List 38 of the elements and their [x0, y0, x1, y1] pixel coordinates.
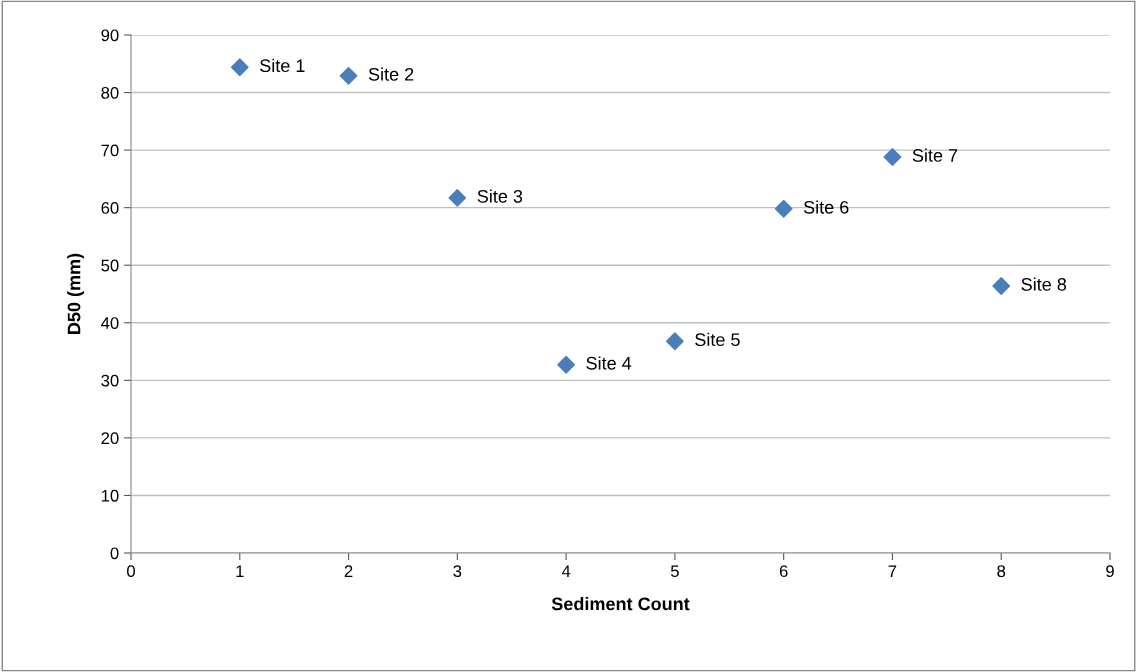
x-tick-label: 0 [127, 565, 135, 578]
x-tick-label: 1 [236, 565, 244, 577]
x-tick-label: 6 [779, 565, 788, 578]
point [230, 58, 249, 77]
point [883, 148, 902, 166]
annotation: Site 5 [695, 332, 740, 347]
x-tick-label: 2 [344, 565, 353, 577]
x-tick-label: 7 [888, 565, 897, 577]
y-tick-label: 90 [101, 29, 119, 42]
point [774, 199, 793, 218]
y-tick-label: 60 [101, 202, 119, 214]
annotation: Site 6 [803, 200, 849, 214]
point [339, 66, 358, 85]
x-tick-label: 8 [997, 565, 1006, 578]
x-tick-label: 3 [453, 565, 462, 578]
y-tick-label: 0 [110, 547, 119, 560]
y-tick-label: 50 [101, 259, 119, 272]
annotation: Site 1 [260, 58, 305, 73]
y-tick-label: 30 [101, 374, 119, 387]
x-tick-label: 9 [1106, 565, 1114, 578]
annotation: Site 2 [368, 67, 414, 81]
y-tick-label: 40 [101, 317, 119, 329]
point [992, 277, 1011, 295]
annotation: Site 8 [1021, 277, 1067, 291]
point [448, 188, 467, 207]
y-tick-label: 10 [101, 489, 119, 502]
point [557, 355, 576, 374]
y-tick-label: 20 [101, 432, 119, 445]
y-tick-label: 80 [101, 86, 119, 99]
point [665, 332, 684, 351]
x-axis-title: Sediment Count [551, 597, 690, 611]
y-axis-title: D50 (mm) [67, 253, 84, 334]
annotation: Site 7 [912, 148, 958, 162]
x-tick-label: 4 [561, 565, 571, 577]
annotation: Site 4 [586, 356, 632, 370]
y-tick-label: 70 [101, 144, 119, 157]
x-tick-label: 5 [670, 565, 679, 578]
annotation: Site 3 [477, 189, 523, 203]
